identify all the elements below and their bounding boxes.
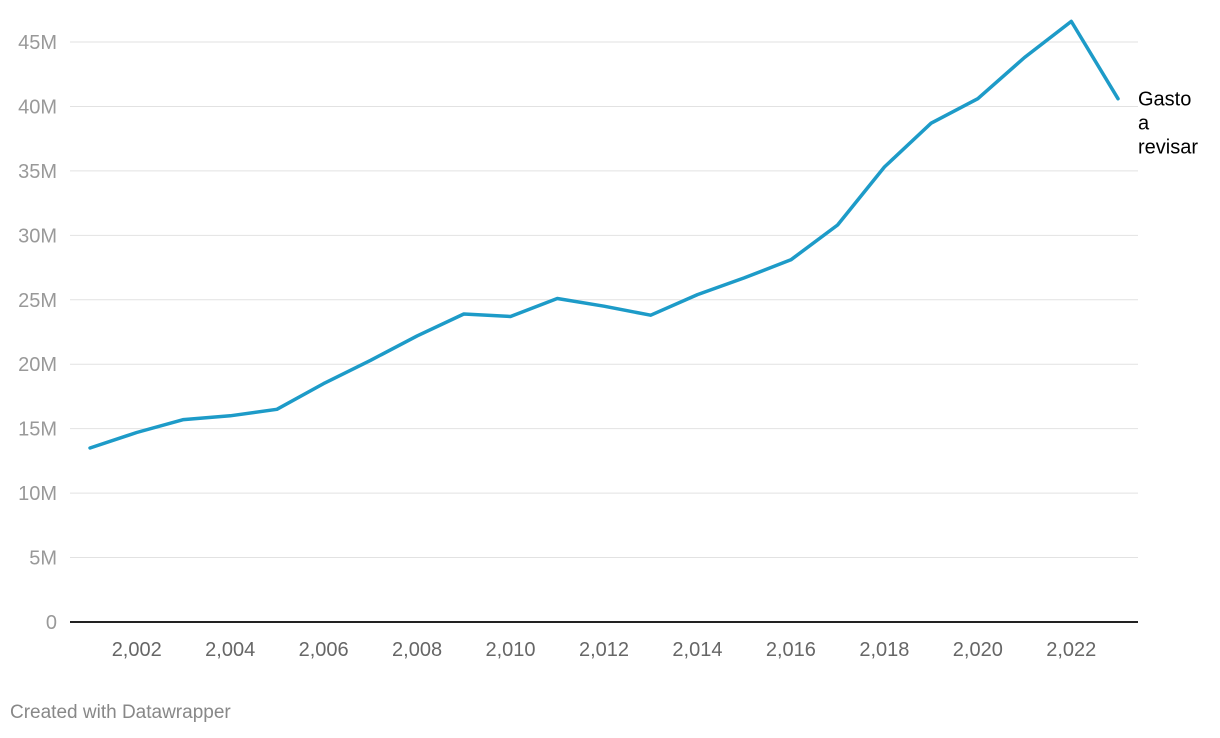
x-tick-label: 2,020 bbox=[953, 639, 1003, 661]
y-tick-label: 10M bbox=[18, 483, 57, 505]
y-axis: 0 5M 10M 15M 20M 25M 30M 35M 40M 45M bbox=[18, 32, 57, 634]
gridlines bbox=[70, 41, 1138, 623]
y-tick-label: 40M bbox=[18, 96, 57, 118]
y-tick-label: 45M bbox=[18, 32, 57, 54]
x-tick-label: 2,010 bbox=[486, 639, 536, 661]
x-tick-label: 2,014 bbox=[672, 639, 722, 661]
x-axis: 2,002 2,004 2,006 2,008 2,010 2,012 2,014 2,016… bbox=[112, 639, 1097, 661]
y-tick-label: 25M bbox=[18, 290, 57, 312]
x-tick-label: 2,004 bbox=[205, 639, 255, 661]
y-tick-label: 15M bbox=[18, 419, 57, 441]
series-label: Gasto a revisar bbox=[1138, 89, 1198, 159]
x-tick-label: 2,008 bbox=[392, 639, 442, 661]
series-line bbox=[88, 19, 1120, 450]
x-tick-label: 2,016 bbox=[766, 639, 816, 661]
x-tick-label: 2,012 bbox=[579, 639, 629, 661]
y-tick-label: 30M bbox=[18, 225, 57, 247]
credit-text: Created with Datawrapper bbox=[10, 702, 231, 723]
x-tick-label: 2,006 bbox=[299, 639, 349, 661]
x-tick-label: 2,018 bbox=[859, 639, 909, 661]
y-tick-label: 0 bbox=[46, 612, 57, 634]
y-tick-label: 5M bbox=[29, 548, 57, 570]
x-tick-label: 2,022 bbox=[1046, 639, 1096, 661]
series-layer: Gasto a revisar bbox=[88, 19, 1198, 450]
y-tick-label: 35M bbox=[18, 161, 57, 183]
y-tick-label: 20M bbox=[18, 354, 57, 376]
x-tick-label: 2,002 bbox=[112, 639, 162, 661]
